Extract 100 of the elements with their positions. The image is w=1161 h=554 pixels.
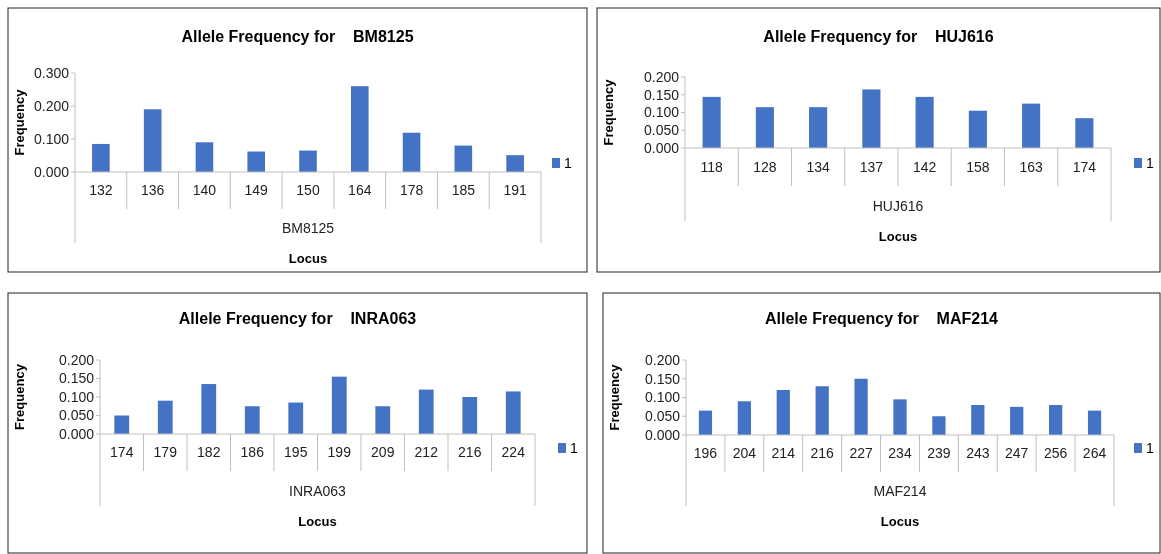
x-tick-label: 185 [451,182,476,199]
x-tick-label: 178 [399,182,424,199]
bar [114,415,130,434]
x-tick-label: 204 [732,445,757,462]
x-tick-label: 134 [806,158,831,175]
bar [462,397,478,434]
x-tick-label: 199 [327,444,352,461]
x-tick-label: 214 [771,445,796,462]
bar [92,143,110,172]
bar [331,376,347,434]
bar [247,151,266,172]
x-tick-label: 227 [849,445,873,462]
bar [1075,118,1094,148]
bar [755,107,774,148]
bar [1087,410,1102,435]
y-tick-label: 0.000 [644,426,681,443]
x-tick-label: 209 [371,444,395,461]
bar [143,109,162,172]
y-tick-label: 0.100 [33,130,70,147]
bar [702,96,721,148]
x-tick-label: 264 [1082,445,1107,462]
y-tick-label: 0.150 [58,370,95,387]
y-tick-label: 0.050 [58,407,95,424]
text: BM8125 [281,220,335,236]
x-tick-label: 186 [240,444,265,461]
y-tick-label: 0.100 [58,388,95,405]
bar [505,391,521,434]
y-tick-label: 0.200 [643,68,680,85]
x-tick-label: 216 [810,445,835,462]
y-tick-label: 0.100 [643,104,680,121]
x-tick-label: 136 [140,182,165,199]
chart-title: Allele Frequency for HUJ616 [763,28,994,45]
text: HUJ616 [872,198,924,214]
chart-title: Allele Frequency for INRA063 [178,310,417,327]
x-tick-label: 149 [244,182,269,199]
y-axis-title: Frequency [607,363,622,431]
x-tick-label: 140 [192,182,217,199]
y-tick-label: 0.200 [33,97,70,114]
x-tick-label: 239 [927,445,951,462]
x-tick-label: 212 [414,444,439,461]
x-axis-title: Locus [288,251,328,266]
y-tick-label: 0.100 [644,389,681,406]
text: MAF214 [873,483,927,499]
x-tick-label: 132 [89,182,113,199]
bar [454,145,473,172]
y-tick-label: 0.050 [644,408,681,425]
x-tick-label: 163 [1019,158,1044,175]
x-tick-label: 234 [888,445,912,462]
x-tick-label: 174 [1072,158,1097,175]
x-tick-label: 142 [912,158,937,175]
y-tick-label: 0.300 [33,64,70,81]
bar [862,89,881,148]
y-tick-label: 0.000 [58,425,95,442]
chart-title: Allele Frequency for BM8125 [181,28,414,45]
x-tick-label: 224 [501,444,526,461]
bar [737,401,751,435]
legend-label: 1 [570,439,578,456]
x-tick-label: 128 [753,158,777,175]
x-tick-label: 191 [503,182,527,199]
y-tick-label: 0.000 [33,163,70,180]
y-tick-label: 0.150 [644,370,681,387]
legend-label: 1 [564,154,572,171]
bar [815,386,829,435]
y-axis-title: Frequency [12,88,27,156]
bar [971,405,985,435]
bar [809,107,828,148]
x-tick-label: 137 [859,158,884,175]
bar [375,406,391,434]
text: INRA063 [289,483,347,499]
y-axis-title: Frequency [12,363,27,430]
x-tick-label: 196 [693,445,718,462]
bar [915,96,934,148]
x-tick-label: 164 [348,182,372,199]
bar [195,142,214,172]
bar [854,378,868,435]
x-tick-label: 179 [153,444,178,461]
x-axis-title: Locus [880,514,920,529]
bar [893,399,907,435]
bar [1022,103,1041,148]
y-tick-label: 0.200 [58,351,95,368]
chart-title: Allele Frequency for MAF214 [765,310,999,327]
bar [1049,405,1063,435]
bar [299,150,317,172]
bar [288,402,304,434]
x-tick-label: 158 [966,158,990,175]
y-tick-label: 0.000 [643,139,680,156]
x-tick-label: 195 [284,444,308,461]
x-tick-label: 150 [296,182,320,199]
x-tick-label: 256 [1043,445,1068,462]
x-axis-title: Locus [878,229,918,244]
bar [350,86,369,172]
y-tick-label: 0.050 [643,122,680,139]
y-axis-title: Frequency [601,78,616,146]
x-tick-label: 216 [458,444,482,461]
bar [402,132,421,172]
bar [244,406,260,434]
x-tick-label: 247 [1005,445,1029,462]
bar [1010,406,1024,435]
bar [418,389,434,434]
x-axis-title: Locus [298,514,337,529]
